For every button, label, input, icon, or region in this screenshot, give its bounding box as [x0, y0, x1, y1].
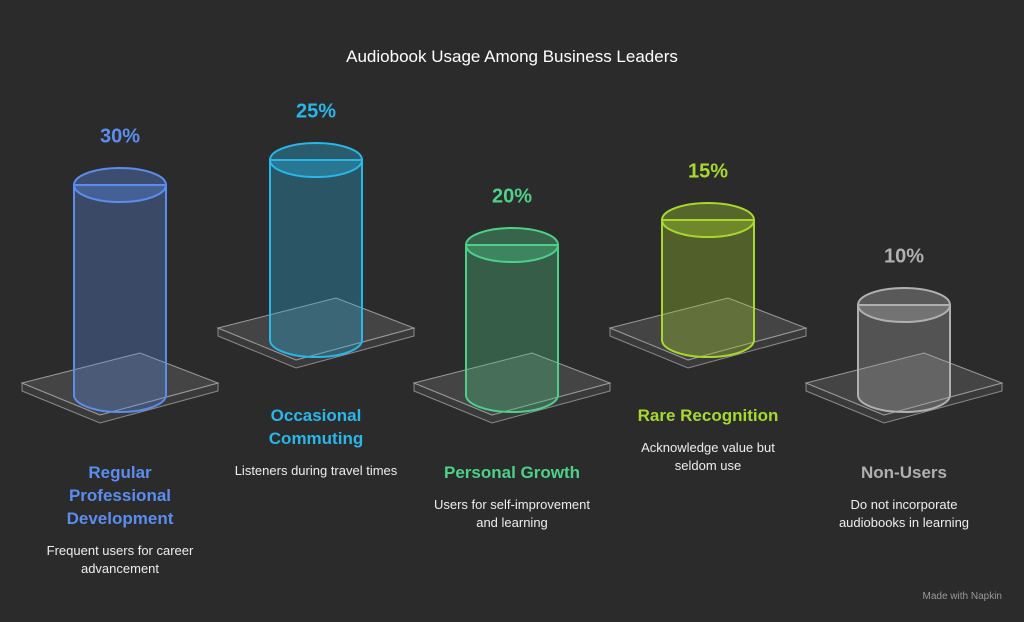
value-label: 20%: [492, 185, 532, 207]
cylinder: [465, 244, 559, 413]
value-label: 10%: [884, 245, 924, 267]
description: Frequent users for career advancement: [46, 543, 194, 576]
category-label: Regular Professional Development: [66, 463, 174, 528]
description: Listeners during travel times: [234, 463, 398, 478]
cylinder-top: [73, 167, 167, 203]
footer: Made with Napkin: [922, 591, 1002, 602]
value-label: 30%: [100, 125, 140, 147]
cylinder: [661, 219, 755, 358]
platform: [20, 352, 220, 416]
platform: [608, 297, 808, 361]
cylinder-top: [857, 287, 951, 323]
value-label: 15%: [688, 160, 728, 182]
category-label: Non-Users: [861, 463, 947, 482]
category-label: Personal Growth: [443, 463, 581, 482]
label-block: Regular Professional Development Frequent…: [35, 461, 205, 578]
description: Acknowledge value but seldom use: [641, 440, 775, 473]
description: Users for self-improvement and learning: [433, 497, 591, 530]
category-label: Occasional Commuting: [268, 406, 364, 448]
cylinder-top: [269, 142, 363, 178]
value-label: 25%: [296, 100, 336, 122]
label-block: Occasional Commuting Listeners during tra…: [231, 404, 401, 480]
category-label: Rare Recognition: [637, 406, 779, 425]
label-block: Rare Recognition Acknowledge value but se…: [623, 404, 793, 475]
label-block: Personal Growth Users for self-improvemen…: [427, 461, 597, 532]
cylinder: [269, 159, 363, 358]
cylinder-top: [661, 202, 755, 238]
platform: [804, 352, 1004, 416]
cylinder: [857, 304, 951, 413]
chart-title: Audiobook Usage Among Business Leaders: [346, 47, 678, 66]
label-block: Non-Users Do not incorporate audiobooks i…: [819, 461, 989, 532]
cylinder: [73, 184, 167, 413]
platform: [412, 352, 612, 416]
description: Do not incorporate audiobooks in learnin…: [838, 497, 970, 530]
cylinder-top: [465, 227, 559, 263]
platform: [216, 297, 416, 361]
